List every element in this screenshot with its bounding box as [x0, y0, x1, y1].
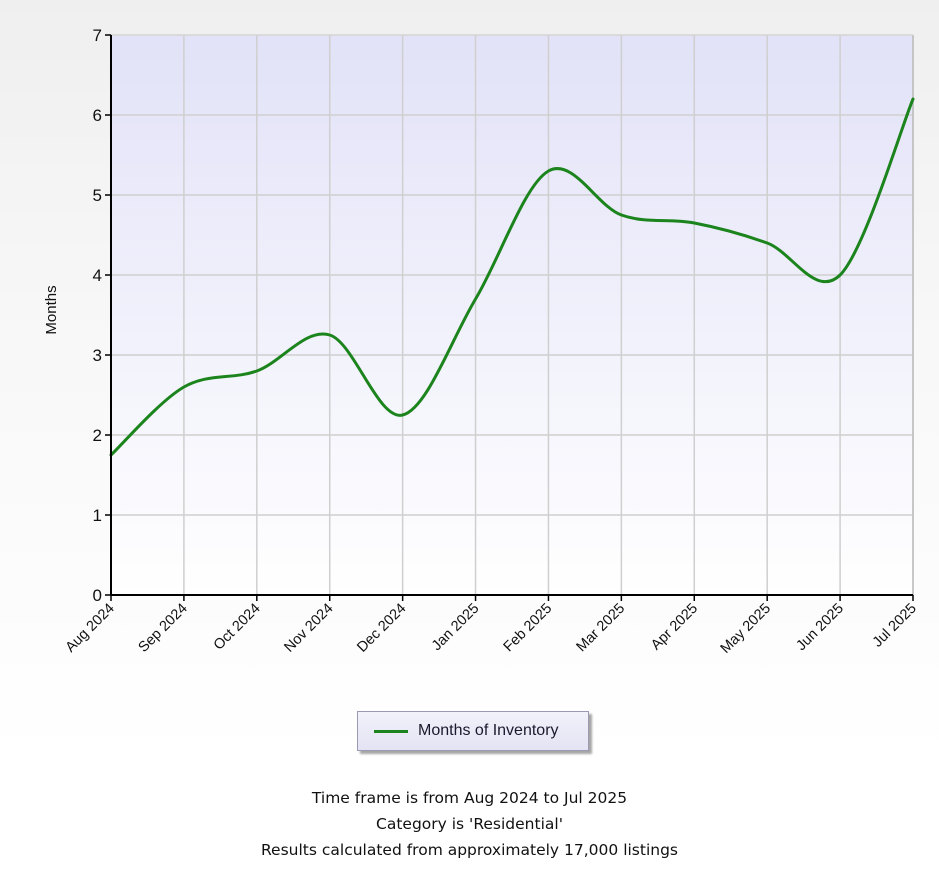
chart-footer: Time frame is from Aug 2024 to Jul 2025 …	[0, 785, 939, 863]
y-tick-label: 5	[93, 186, 102, 205]
y-tick-label: 4	[93, 266, 102, 285]
x-tick-label: May 2025	[718, 601, 774, 657]
y-tick-label: 2	[93, 426, 102, 445]
series-line-months-of-inventory	[109, 97, 915, 457]
y-tick-label: 0	[93, 586, 102, 605]
x-tick-label: Sep 2024	[136, 601, 191, 656]
time-frame-text: Time frame is from Aug 2024 to Jul 2025	[311, 789, 628, 807]
x-tick-label: Feb 2025	[501, 601, 556, 656]
listings-count-text: Results calculated from approximately 17…	[260, 841, 679, 859]
x-tick-label: Nov 2024	[281, 601, 336, 656]
category-text: Category is 'Residential'	[376, 815, 563, 833]
y-axis-title: Months	[43, 285, 60, 334]
chart-legend: Months of Inventory	[357, 711, 589, 751]
y-tick-label: 6	[93, 106, 102, 125]
x-tick-label: Aug 2024	[63, 601, 118, 656]
x-tick-label: Jan 2025	[429, 601, 483, 655]
y-tick-label: 3	[93, 346, 102, 365]
chart-area: 0 1 2 3 4 5 6 7 Aug 2024 Sep 2024 Oct 2024 Nov 2024…	[0, 0, 939, 760]
legend-swatch	[374, 729, 408, 733]
months-of-inventory-chart: 0 1 2 3 4 5 6 7 Aug 2024 Sep 2024 Oct 2024 Nov 2024…	[43, 26, 920, 657]
x-tick-label: Jun 2025	[793, 601, 847, 655]
y-tick-label: 1	[93, 506, 102, 525]
plot-background	[111, 35, 913, 595]
legend-label: Months of Inventory	[418, 722, 559, 739]
x-tick-label: Jul 2025	[870, 601, 920, 651]
x-tick-label: Apr 2025	[648, 601, 701, 654]
y-tick-label: 7	[93, 26, 102, 45]
x-tick-label: Mar 2025	[574, 601, 629, 656]
x-tick-label: Oct 2024	[211, 601, 264, 654]
x-tick-label: Dec 2024	[354, 601, 409, 656]
